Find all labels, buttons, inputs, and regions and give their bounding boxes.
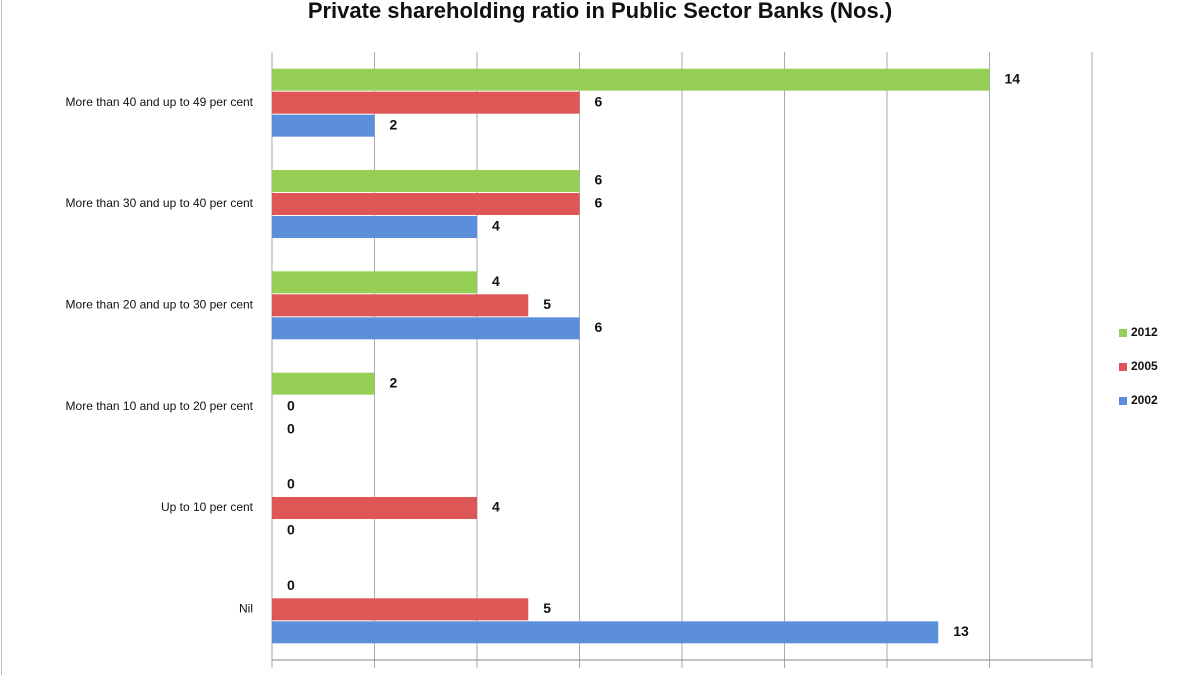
data-label: 6 (595, 172, 603, 188)
data-label: 0 (287, 420, 295, 436)
data-label: 5 (543, 600, 551, 616)
bar (272, 497, 477, 519)
bar (272, 114, 375, 137)
data-label: 0 (287, 577, 295, 593)
data-label: 4 (492, 218, 500, 234)
data-label: 6 (595, 319, 603, 335)
legend-label: 2012 (1131, 325, 1158, 339)
bar (272, 193, 580, 215)
bar (272, 598, 529, 621)
data-label: 6 (595, 93, 603, 109)
data-label: 13 (953, 623, 969, 639)
y-tick-label: More than 30 and up to 40 per cent (66, 196, 254, 210)
bar (272, 91, 580, 114)
bar (272, 271, 477, 294)
y-tick-label: More than 20 and up to 30 per cent (66, 298, 254, 312)
data-label: 14 (1005, 70, 1021, 86)
data-label: 0 (287, 522, 295, 538)
bar (272, 68, 990, 91)
data-label: 2 (390, 116, 398, 132)
data-label: 0 (287, 476, 295, 492)
bar (272, 170, 580, 192)
data-label: 2 (390, 374, 398, 390)
bar (272, 216, 477, 238)
bar (272, 621, 939, 644)
data-label: 5 (543, 296, 551, 312)
y-tick-label: Nil (239, 602, 253, 616)
y-tick-label: More than 40 and up to 49 per cent (66, 95, 254, 109)
y-tick-label: More than 10 and up to 20 per cent (66, 399, 254, 413)
bar (272, 294, 529, 317)
data-label: 4 (492, 273, 500, 289)
data-label: 4 (492, 499, 500, 515)
bar (272, 317, 580, 340)
chart-title: Private shareholding ratio in Public Sec… (308, 0, 892, 23)
bar (272, 372, 375, 395)
legend-swatch (1119, 397, 1127, 405)
legend-label: 2002 (1131, 393, 1158, 407)
legend-swatch (1119, 329, 1127, 337)
legend-label: 2005 (1131, 359, 1158, 373)
y-tick-label: Up to 10 per cent (161, 500, 254, 514)
legend-swatch (1119, 363, 1127, 371)
data-label: 0 (287, 397, 295, 413)
data-label: 6 (595, 195, 603, 211)
